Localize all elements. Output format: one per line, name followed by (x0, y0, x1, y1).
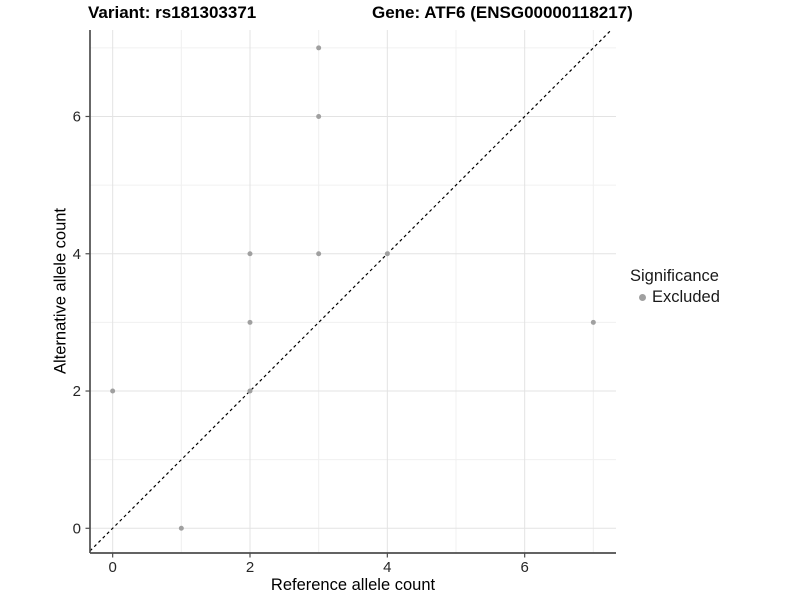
y-tick-label: 2 (73, 383, 81, 400)
data-point (178, 525, 184, 531)
data-point (316, 45, 322, 51)
gene-title: Gene: ATF6 (ENSG00000118217) (372, 3, 633, 22)
y-axis-title: Alternative allele count (51, 207, 70, 375)
legend-item-excluded: Excluded (630, 287, 720, 307)
data-point (316, 251, 322, 257)
x-axis-title: Reference allele count (270, 576, 436, 594)
y-tick-label: 4 (73, 246, 81, 263)
data-point (110, 388, 116, 394)
data-point (247, 251, 253, 257)
data-point (247, 388, 253, 394)
data-point (590, 319, 596, 325)
data-point (247, 319, 253, 325)
legend-title: Significance (630, 267, 719, 285)
data-point (384, 251, 390, 257)
x-tick-label: 6 (520, 559, 528, 576)
x-tick-label: 0 (108, 559, 116, 576)
variant-title: Variant: rs181303371 (88, 3, 257, 22)
identity-line (89, 29, 612, 552)
y-tick-label: 0 (73, 520, 81, 537)
legend: Significance Excluded (630, 266, 720, 307)
x-tick-label: 2 (246, 559, 254, 576)
legend-point-icon (639, 293, 646, 301)
legend-item-label: Excluded (652, 288, 720, 306)
data-point (316, 113, 322, 119)
y-tick-label: 6 (73, 108, 81, 125)
x-tick-label: 4 (383, 559, 391, 576)
